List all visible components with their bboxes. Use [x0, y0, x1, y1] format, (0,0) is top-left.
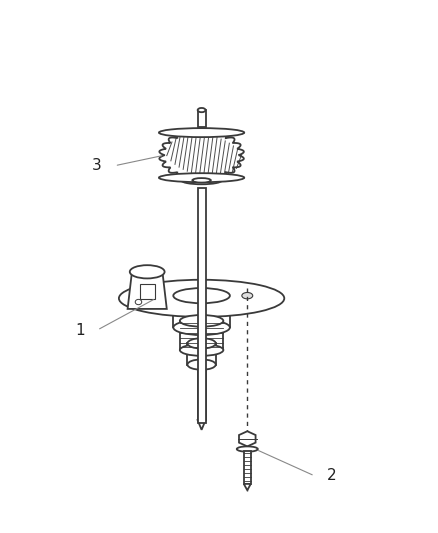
- FancyBboxPatch shape: [140, 284, 155, 300]
- Ellipse shape: [237, 447, 258, 451]
- Text: 3: 3: [92, 158, 102, 173]
- Text: 2: 2: [327, 469, 337, 483]
- Polygon shape: [180, 321, 223, 350]
- Polygon shape: [127, 272, 167, 309]
- Polygon shape: [187, 343, 216, 365]
- Polygon shape: [198, 365, 205, 420]
- Ellipse shape: [187, 359, 216, 370]
- Polygon shape: [198, 110, 205, 127]
- Polygon shape: [159, 129, 244, 181]
- Ellipse shape: [173, 320, 230, 335]
- Polygon shape: [173, 296, 230, 327]
- Ellipse shape: [159, 128, 244, 137]
- Ellipse shape: [198, 362, 205, 367]
- Ellipse shape: [198, 108, 205, 112]
- Polygon shape: [198, 188, 205, 423]
- Ellipse shape: [192, 178, 211, 183]
- Text: 1: 1: [75, 322, 85, 337]
- Ellipse shape: [130, 265, 165, 278]
- Ellipse shape: [180, 315, 223, 327]
- Ellipse shape: [159, 173, 244, 182]
- Ellipse shape: [180, 344, 223, 356]
- Polygon shape: [244, 484, 251, 490]
- Ellipse shape: [187, 338, 216, 349]
- Ellipse shape: [135, 300, 142, 305]
- Polygon shape: [198, 420, 205, 430]
- Ellipse shape: [242, 293, 253, 299]
- Ellipse shape: [181, 176, 222, 184]
- Ellipse shape: [173, 288, 230, 303]
- Polygon shape: [239, 431, 256, 447]
- Ellipse shape: [119, 280, 284, 317]
- Polygon shape: [244, 450, 251, 484]
